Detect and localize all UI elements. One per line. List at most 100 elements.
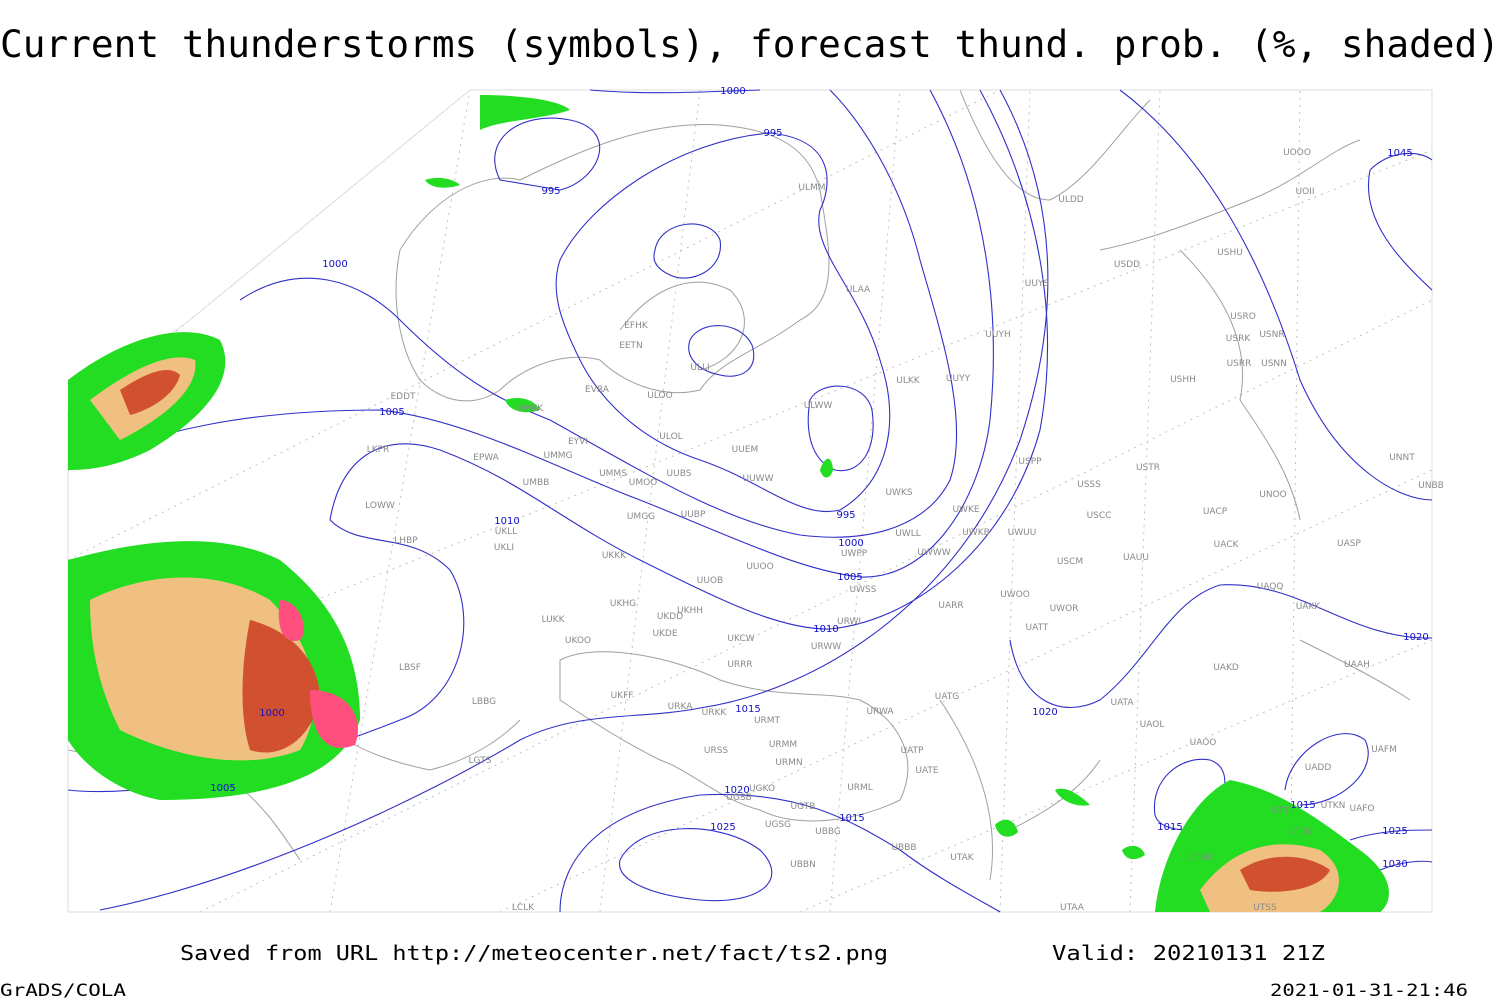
isobar-label: 995 [763, 128, 782, 139]
map-frame [67, 89, 1433, 913]
station-code: LGTS [469, 756, 492, 766]
station-code: UMKK [517, 404, 544, 414]
station-code: UATE [915, 766, 939, 776]
isobar-label: 1025 [710, 822, 735, 833]
station-code: UGKO [749, 784, 775, 794]
station-code: UMMS [599, 469, 627, 479]
station-code: UTAA [1060, 903, 1085, 913]
station-code: UWKE [952, 505, 979, 515]
station-code: UARR [938, 601, 963, 611]
station-code: UTTT [1272, 806, 1295, 816]
station-code: UATP [901, 746, 925, 756]
station-code: USCC [1087, 511, 1112, 521]
isobar-label: 1000 [838, 538, 863, 549]
station-code: LKPR [367, 445, 390, 455]
station-code: USTR [1136, 463, 1160, 473]
station-code: UTAK [950, 853, 975, 863]
station-code: URKA [668, 702, 694, 712]
map-title: Current thunderstorms (symbols), forecas… [0, 23, 1500, 66]
station-code: UKOO [565, 636, 591, 646]
station-code: UACP [1203, 507, 1228, 517]
station-code: UUYS [1025, 279, 1050, 289]
station-code: UGSG [765, 820, 791, 830]
station-code: USSS [1077, 480, 1101, 490]
station-code: ULWW [804, 401, 833, 411]
station-code: URSS [704, 746, 729, 756]
station-code: UAFO [1349, 804, 1374, 814]
isobar-label: 1030 [1382, 859, 1407, 870]
station-code: URMM [769, 740, 797, 750]
station-code: LBSF [399, 663, 421, 673]
station-code: UUYY [946, 374, 971, 384]
isobar-label: 1025 [1382, 826, 1407, 837]
station-code: USRK [1226, 334, 1252, 344]
station-code: ULOL [659, 432, 682, 442]
station-code: URKK [702, 708, 728, 718]
station-code: UMBB [523, 478, 550, 488]
station-code: USHU [1217, 248, 1243, 258]
software: GrADS/COLA [0, 981, 126, 1000]
station-code: UAKK [1296, 602, 1322, 612]
isobar-label: 1015 [1290, 800, 1315, 811]
station-code: UAUU [1123, 553, 1149, 563]
station-code: ULDD [1058, 195, 1084, 205]
station-code: ULLI [690, 363, 709, 373]
station-code: UTDL [1288, 827, 1312, 837]
station-code: UUOB [697, 576, 723, 586]
station-code: EFHK [624, 321, 649, 331]
isobar-label: 1015 [1157, 822, 1182, 833]
station-code: UACK [1214, 540, 1240, 550]
station-code: UUYH [985, 330, 1010, 340]
station-code: UWWW [917, 548, 950, 558]
station-code: UWLL [895, 529, 921, 539]
station-code: UAOL [1140, 720, 1165, 730]
thunderstorm-probability [68, 95, 1389, 912]
isobar-label: 1015 [735, 704, 760, 715]
station-code: USHH [1170, 375, 1196, 385]
station-code: UAFM [1371, 745, 1397, 755]
station-code: UKFF [611, 691, 634, 701]
station-code: LUKK [542, 615, 566, 625]
isobar-label: 1020 [1032, 707, 1057, 718]
isobar-label: 1000 [259, 708, 284, 719]
isobar-label: 1015 [839, 813, 864, 824]
isobars [67, 89, 1433, 913]
station-code: UAAH [1344, 660, 1370, 670]
station-code: UUEM [732, 445, 759, 455]
station-code: URMN [775, 758, 802, 768]
station-code: UUBS [667, 469, 692, 479]
station-code: UWKB [962, 528, 990, 538]
station-code: EPWA [473, 453, 500, 463]
station-code: UBBN [790, 860, 816, 870]
station-code: UMMG [543, 451, 572, 461]
isobar-label: 1005 [210, 783, 235, 794]
station-code: UUBP [681, 510, 706, 520]
station-code: EYVI [568, 437, 588, 447]
station-code: URWW [811, 642, 841, 652]
station-code: URML [847, 783, 873, 793]
station-code: URWA [866, 707, 894, 717]
station-code: UAKD [1213, 663, 1239, 673]
station-code: UMGG [627, 512, 655, 522]
isobar-label: 1000 [720, 86, 745, 97]
isobar-label: 995 [836, 510, 855, 521]
station-code: EVRA [585, 385, 610, 395]
station-code: UATA [1110, 698, 1134, 708]
station-code: LCLK [512, 903, 535, 913]
timestamp: 2021-01-31-21:46 [1270, 981, 1468, 1000]
station-code: UKLI [494, 543, 514, 553]
isobar-label: 1010 [494, 516, 519, 527]
station-code: UTSS [1253, 903, 1277, 913]
isobar-label: 1000 [322, 259, 347, 270]
station-code: UKKK [602, 551, 627, 561]
station-code: UTKN [1321, 801, 1346, 811]
station-code: LOWW [365, 501, 395, 511]
isobar-label: 1005 [379, 407, 404, 418]
station-code: USDD [1114, 260, 1140, 270]
station-code: UADD [1305, 763, 1332, 773]
station-code: UMOO [629, 478, 658, 488]
station-code: UBBG [815, 827, 841, 837]
station-code: UWSS [850, 585, 877, 595]
isobar-label: 995 [541, 186, 560, 197]
station-code: UKHH [677, 606, 703, 616]
